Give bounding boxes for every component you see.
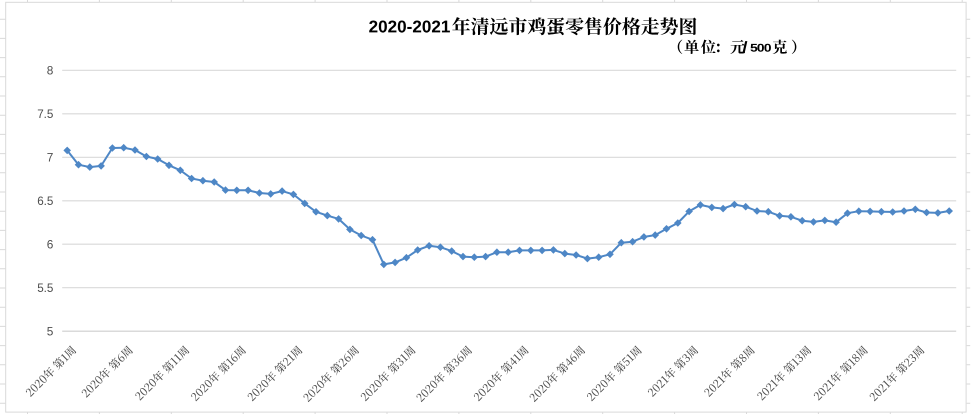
svg-text:8: 8 [47, 64, 54, 78]
svg-text:7.5: 7.5 [37, 107, 54, 121]
svg-text:6: 6 [47, 237, 54, 251]
svg-text:5.5: 5.5 [37, 281, 54, 295]
svg-text:7: 7 [47, 151, 54, 165]
svg-text:6.5: 6.5 [37, 194, 54, 208]
svg-text:5: 5 [47, 324, 54, 338]
